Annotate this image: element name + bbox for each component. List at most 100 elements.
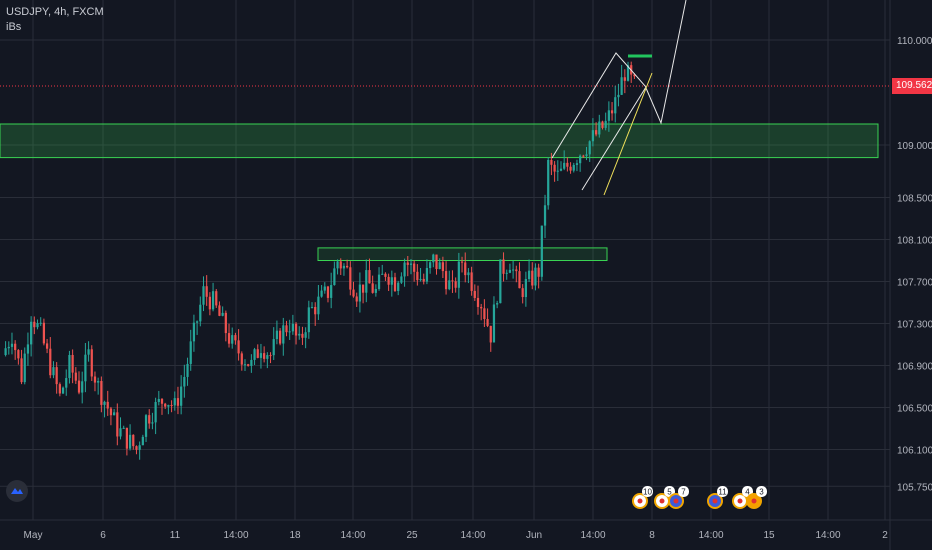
candle <box>489 325 492 352</box>
candle-body <box>227 333 231 344</box>
candle-body <box>189 341 192 364</box>
candle <box>537 263 540 289</box>
candle <box>617 83 620 107</box>
candle <box>269 352 272 364</box>
candle-body <box>26 344 30 354</box>
candle <box>304 327 307 349</box>
candle <box>320 285 323 298</box>
candle <box>531 262 534 290</box>
candle <box>515 265 518 283</box>
candle <box>151 412 154 430</box>
symbol-title[interactable]: USDJPY, 4h, FXCM <box>6 6 104 18</box>
candle-body <box>39 322 42 324</box>
candle <box>307 300 310 339</box>
candle-body <box>521 288 524 298</box>
candle-body <box>45 343 49 349</box>
candle <box>460 256 464 273</box>
candle-body <box>444 271 448 290</box>
event-marker: 5 <box>654 486 675 509</box>
candle-body <box>237 340 240 354</box>
candle-body <box>336 261 339 269</box>
candle-body <box>531 270 534 286</box>
candle <box>144 414 148 442</box>
candle <box>205 275 208 306</box>
candle <box>620 64 623 95</box>
candle <box>444 261 448 295</box>
candle <box>358 272 362 313</box>
candle <box>20 349 23 385</box>
candle-body <box>550 159 553 165</box>
x-tick-label: 2 <box>882 530 888 541</box>
event-marker: 3 <box>746 486 767 509</box>
y-tick-label: 107.300 <box>897 320 932 331</box>
candle <box>400 272 403 285</box>
candle <box>154 397 157 435</box>
candle-body <box>164 403 167 407</box>
candle <box>630 61 633 83</box>
candle-body <box>52 367 55 376</box>
candle-body <box>202 286 205 305</box>
candle-body <box>205 286 208 297</box>
candle-body <box>221 312 224 316</box>
candle-body <box>422 278 425 282</box>
y-tick-label: 106.500 <box>897 404 932 415</box>
candle-body <box>36 323 39 328</box>
candle-body <box>10 343 14 347</box>
candle-body <box>180 386 183 406</box>
candle-body <box>170 405 173 407</box>
candle <box>582 154 585 158</box>
x-tick-label: 25 <box>406 530 418 541</box>
candle <box>464 252 467 283</box>
candle <box>390 270 393 297</box>
candle <box>90 345 93 381</box>
candle <box>397 280 400 296</box>
candle-body <box>122 427 125 429</box>
candle <box>256 344 259 359</box>
candle <box>607 101 610 132</box>
candle-body <box>524 279 527 298</box>
candle <box>610 102 614 121</box>
candle-body <box>301 333 304 338</box>
candle-body <box>154 401 157 423</box>
candle <box>505 269 508 280</box>
candle-body <box>224 312 227 334</box>
candle <box>579 154 582 172</box>
event-marker: 11 <box>707 486 728 509</box>
event-flag-dot <box>659 498 665 504</box>
candle-body <box>473 290 476 298</box>
candle <box>591 118 595 147</box>
logo-icon <box>11 488 23 494</box>
candle <box>58 382 61 397</box>
last-price-badge: 109.562 <box>892 77 932 94</box>
candle <box>553 161 556 182</box>
candle <box>237 329 240 361</box>
candle <box>566 157 569 172</box>
candle <box>448 270 451 291</box>
indicator-label[interactable]: iBs <box>6 21 22 33</box>
candle-body <box>397 282 400 291</box>
candle-body <box>253 349 256 360</box>
event-flag-dot <box>673 498 679 504</box>
candle-body <box>387 276 390 285</box>
candle <box>195 320 199 335</box>
candle <box>30 316 33 357</box>
candle <box>476 285 480 315</box>
candle-body <box>160 398 164 404</box>
candle <box>480 303 483 321</box>
event-count-label: 11 <box>718 488 727 497</box>
candle <box>10 332 14 355</box>
tradingview-logo[interactable] <box>6 480 28 502</box>
candle-body <box>403 262 406 277</box>
candle-body <box>148 415 151 424</box>
candle <box>547 157 550 210</box>
candle-body <box>323 286 326 291</box>
candle-body <box>176 398 180 406</box>
candle-body <box>598 121 601 135</box>
candle-body <box>365 270 368 293</box>
candle-body <box>259 353 263 358</box>
candle-body <box>515 269 518 272</box>
candle-body <box>157 398 160 402</box>
candle <box>387 273 390 291</box>
candle-body <box>464 262 467 276</box>
